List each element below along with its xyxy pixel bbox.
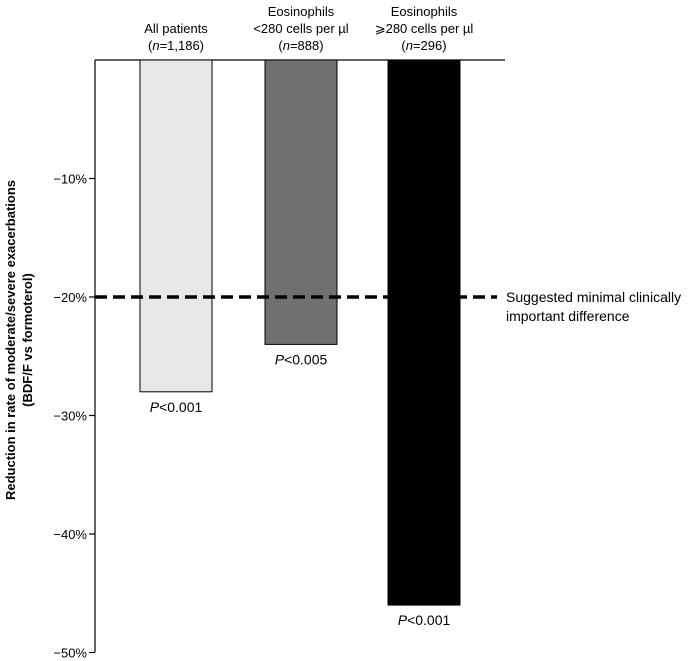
category-label: ⩾280 cells per µl [375,21,474,36]
category-label: <280 cells per µl [253,21,348,36]
y-tick-label: −50% [53,646,87,661]
y-axis-title-line-2: (BDF/F vs formoterol) [20,273,35,407]
y-tick-label: −40% [53,527,87,542]
y-tick-label: −30% [53,409,87,424]
category-label: All patients [144,21,208,36]
category-label: Eosinophils [391,4,458,19]
y-tick-label: −10% [53,172,87,187]
p-value-label: P<0.001 [398,612,451,628]
reference-line-label-2: important difference [506,308,630,324]
category-n-label: (n=296) [401,38,446,53]
bar [387,59,461,606]
p-value-label: P<0.005 [275,351,328,367]
y-axis-title-line-1: Reduction in rate of moderate/severe exa… [3,180,18,500]
category-labels: P<0.001 All patients (n=1,186) P<0.005 Eosin… [144,4,473,628]
y-tick-label: −20% [53,290,87,305]
y-axis-title: Reduction in rate of moderate/severe exa… [3,180,35,500]
reference-line-group: Suggested minimal clinically important di… [95,289,681,324]
category-label: Eosinophils [268,4,335,19]
reference-line-label-1: Suggested minimal clinically [506,289,681,305]
p-value-label: P<0.001 [150,399,203,415]
bars [139,59,461,606]
bar [264,59,338,345]
category-n-label: (n=888) [278,38,323,53]
bar [139,59,213,393]
category-n-label: (n=1,186) [148,38,204,53]
